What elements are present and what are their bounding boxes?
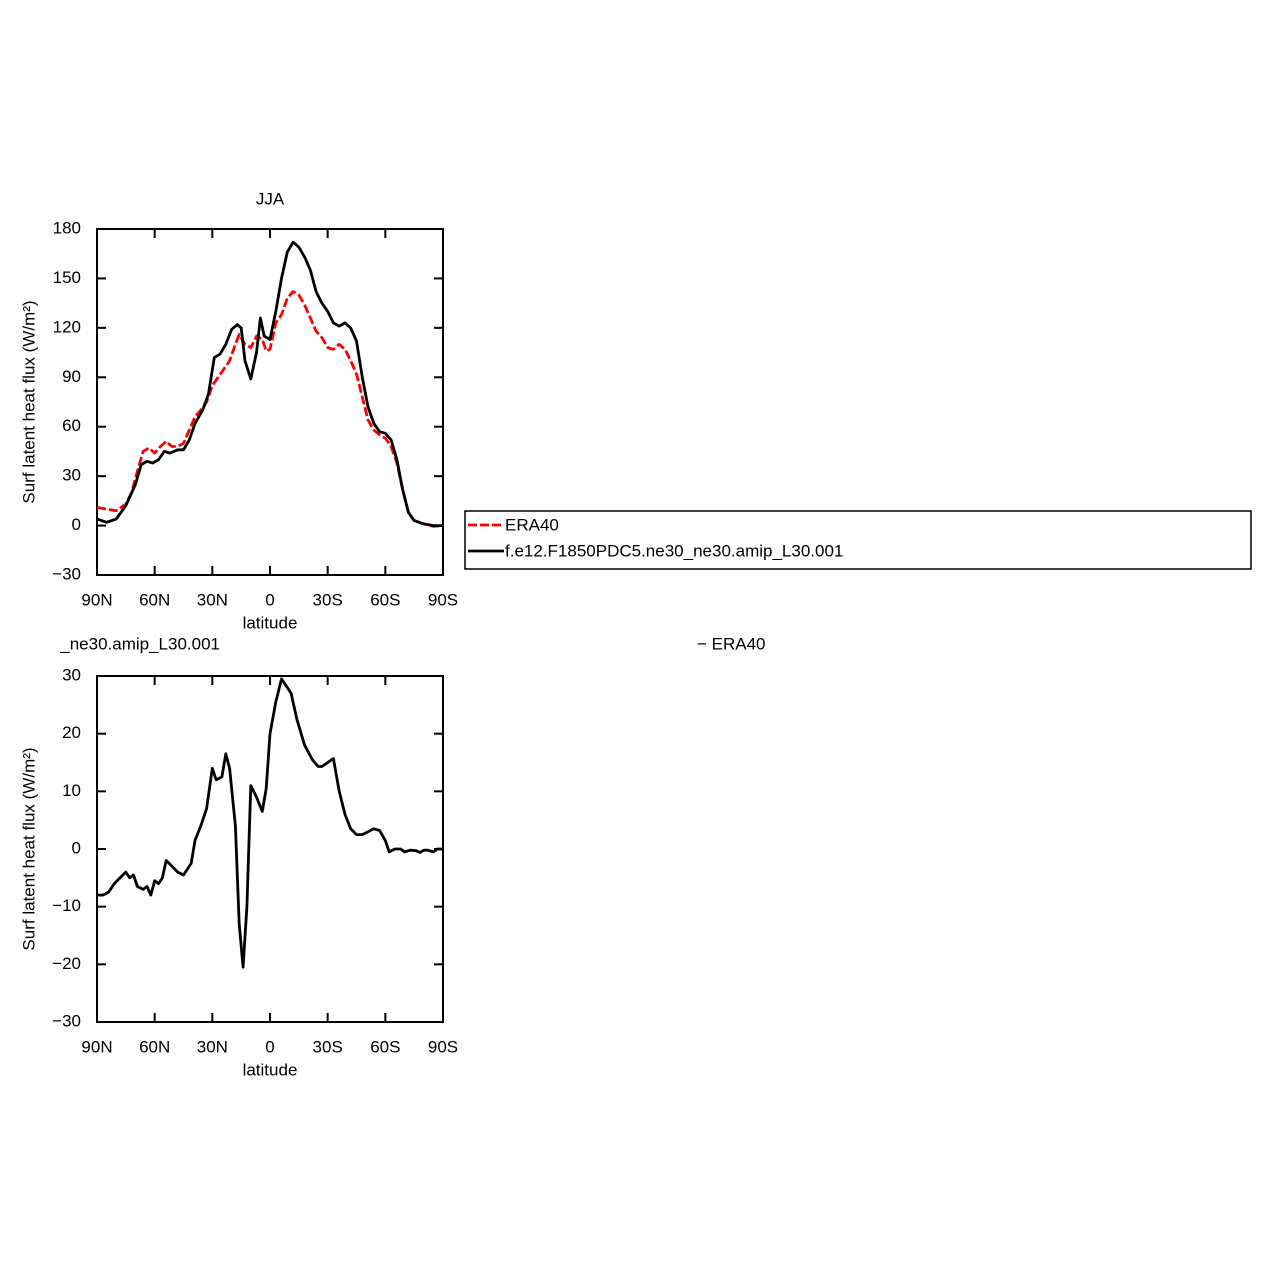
y-tick-label: −30	[52, 564, 81, 583]
x-tick-label: 30N	[197, 590, 228, 609]
y-tick-label: 180	[53, 218, 81, 237]
chart-title: JJA	[256, 189, 285, 208]
x-tick-label: 90N	[81, 1037, 112, 1056]
x-tick-label: 60S	[370, 1037, 400, 1056]
y-tick-label: −30	[52, 1011, 81, 1030]
y-tick-label: −10	[52, 896, 81, 915]
data-line	[96, 240, 443, 527]
x-tick-label: 0	[265, 1037, 274, 1056]
data-line	[96, 290, 444, 528]
y-tick-label: 150	[53, 268, 81, 287]
legend-box	[464, 510, 1252, 570]
y-tick-label: 0	[72, 838, 81, 857]
y-axis-label: Surf latent heat flux (W/m²)	[19, 300, 38, 503]
y-axis-label: Surf latent heat flux (W/m²)	[19, 747, 38, 950]
legend-label: ERA40	[505, 515, 559, 534]
x-tick-label: 90S	[428, 590, 458, 609]
y-tick-label: 20	[62, 723, 81, 742]
y-tick-label: −20	[52, 954, 81, 973]
x-tick-label: 30N	[197, 1037, 228, 1056]
x-tick-label: 90N	[81, 590, 112, 609]
y-tick-label: 90	[62, 367, 81, 386]
x-tick-label: 60S	[370, 590, 400, 609]
x-tick-label: 30S	[313, 590, 343, 609]
right-string: − ERA40	[697, 634, 766, 653]
legend-label: f.e12.F1850PDC5.ne30_ne30.amip_L30.001	[505, 541, 843, 560]
data-line	[97, 677, 443, 969]
left-string: _ne30.amip_L30.001	[59, 634, 220, 653]
x-axis-label: latitude	[243, 613, 298, 632]
x-tick-label: 60N	[139, 1037, 170, 1056]
x-axis-label: latitude	[243, 1060, 298, 1079]
x-tick-label: 30S	[313, 1037, 343, 1056]
y-tick-label: 10	[62, 781, 81, 800]
y-tick-label: 60	[62, 416, 81, 435]
y-tick-label: 30	[62, 466, 81, 485]
x-tick-label: 60N	[139, 590, 170, 609]
x-tick-label: 0	[265, 590, 274, 609]
plot-frame	[96, 228, 444, 576]
x-tick-label: 90S	[428, 1037, 458, 1056]
y-tick-label: 120	[53, 317, 81, 336]
y-tick-label: 0	[72, 515, 81, 534]
y-tick-label: 30	[62, 665, 81, 684]
